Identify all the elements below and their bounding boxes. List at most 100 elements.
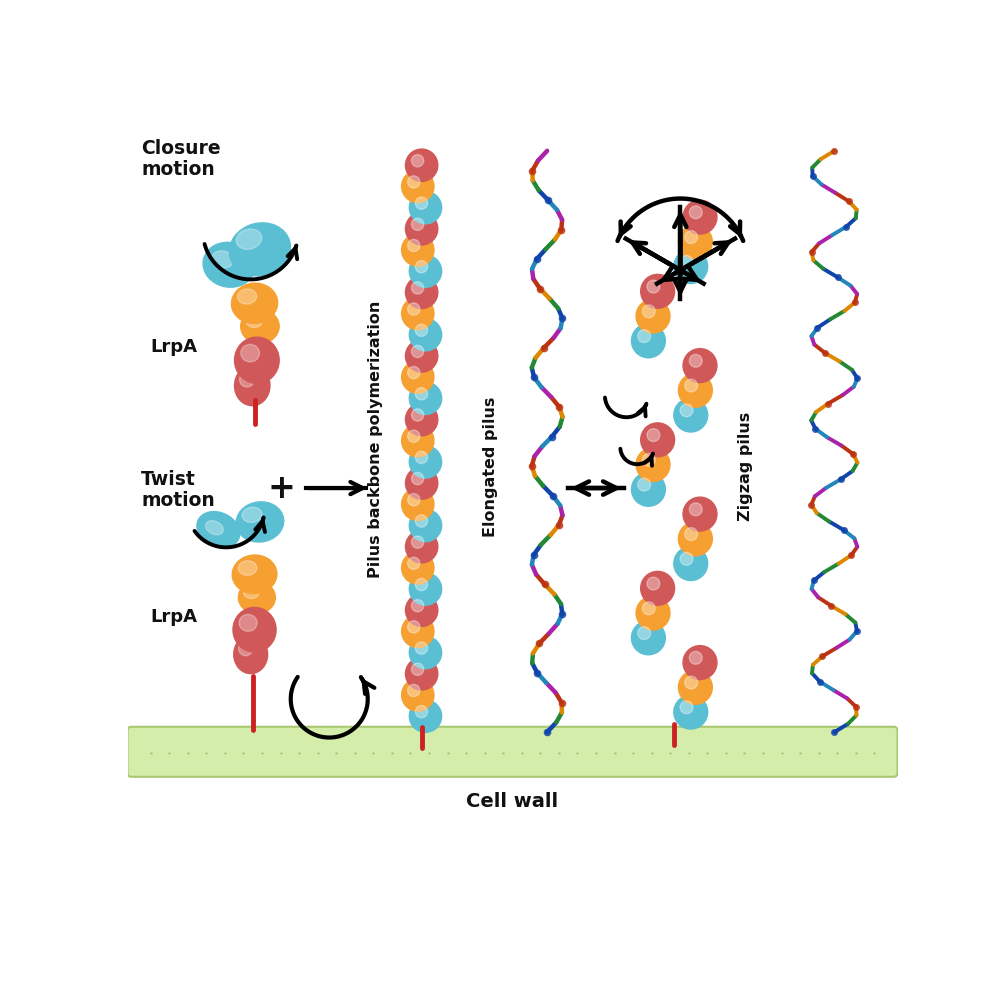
Circle shape [409,509,442,542]
Ellipse shape [229,223,290,276]
Circle shape [408,494,420,506]
Circle shape [405,403,438,436]
Circle shape [408,176,420,188]
Circle shape [415,197,428,209]
Circle shape [683,497,717,531]
Ellipse shape [236,229,262,249]
Circle shape [647,577,660,590]
Circle shape [689,503,702,516]
Text: Zigzag pilus: Zigzag pilus [738,412,753,521]
Circle shape [636,299,670,333]
Ellipse shape [237,289,257,304]
Circle shape [685,676,698,689]
Circle shape [411,345,424,358]
Circle shape [415,705,428,718]
Circle shape [678,670,712,704]
Circle shape [402,425,434,457]
Circle shape [405,594,438,626]
Circle shape [408,430,420,442]
Ellipse shape [233,607,276,652]
Circle shape [647,280,660,293]
Ellipse shape [238,581,275,614]
Circle shape [683,646,717,680]
Ellipse shape [241,309,279,343]
Circle shape [402,488,434,520]
Circle shape [409,191,442,224]
Circle shape [678,225,712,259]
Circle shape [683,200,717,234]
Circle shape [642,602,655,615]
Circle shape [415,261,428,273]
Circle shape [411,155,424,167]
Circle shape [641,274,675,308]
Ellipse shape [241,344,260,362]
Circle shape [411,282,424,294]
Ellipse shape [246,315,262,328]
Ellipse shape [231,283,278,323]
Circle shape [402,297,434,330]
Ellipse shape [197,512,240,548]
Circle shape [415,324,428,336]
Circle shape [402,170,434,203]
Circle shape [405,149,438,181]
Circle shape [642,453,655,466]
Text: LrpA: LrpA [151,338,198,356]
Circle shape [674,398,708,432]
Circle shape [402,679,434,711]
Text: Twist
motion: Twist motion [141,470,215,510]
Ellipse shape [234,635,268,674]
Circle shape [411,218,424,230]
Circle shape [689,206,702,219]
Circle shape [636,448,670,482]
Circle shape [402,552,434,584]
Circle shape [408,621,420,633]
Circle shape [674,250,708,284]
Text: Elongated pilus: Elongated pilus [483,396,498,537]
Circle shape [680,552,693,565]
Circle shape [409,319,442,351]
Circle shape [631,621,665,655]
Circle shape [631,324,665,358]
Circle shape [402,234,434,266]
Circle shape [411,536,424,548]
Text: LrpA: LrpA [151,608,198,626]
Circle shape [685,528,698,541]
Circle shape [638,627,651,640]
Ellipse shape [236,502,284,542]
Ellipse shape [239,614,257,631]
Circle shape [405,530,438,563]
Circle shape [408,557,420,569]
Text: +: + [268,472,295,505]
Circle shape [409,382,442,414]
Circle shape [405,340,438,372]
Circle shape [680,701,693,714]
Circle shape [405,213,438,245]
Circle shape [641,423,675,457]
Circle shape [409,446,442,478]
Circle shape [415,451,428,464]
Text: Closure
motion: Closure motion [141,139,221,179]
Circle shape [409,255,442,287]
Circle shape [674,547,708,581]
Circle shape [647,429,660,442]
Ellipse shape [242,507,262,522]
Circle shape [405,658,438,690]
Ellipse shape [244,586,259,599]
Circle shape [674,695,708,729]
Circle shape [408,303,420,315]
Circle shape [408,366,420,379]
Text: Pilus backbone polymerization: Pilus backbone polymerization [368,301,383,578]
Ellipse shape [239,372,254,387]
FancyBboxPatch shape [128,727,898,777]
Circle shape [402,361,434,393]
Circle shape [638,478,651,491]
Circle shape [678,522,712,556]
Circle shape [415,578,428,591]
Circle shape [402,615,434,648]
Circle shape [689,354,702,367]
Circle shape [408,684,420,697]
Circle shape [409,636,442,669]
Circle shape [411,600,424,612]
Ellipse shape [235,366,270,406]
Ellipse shape [203,242,255,287]
